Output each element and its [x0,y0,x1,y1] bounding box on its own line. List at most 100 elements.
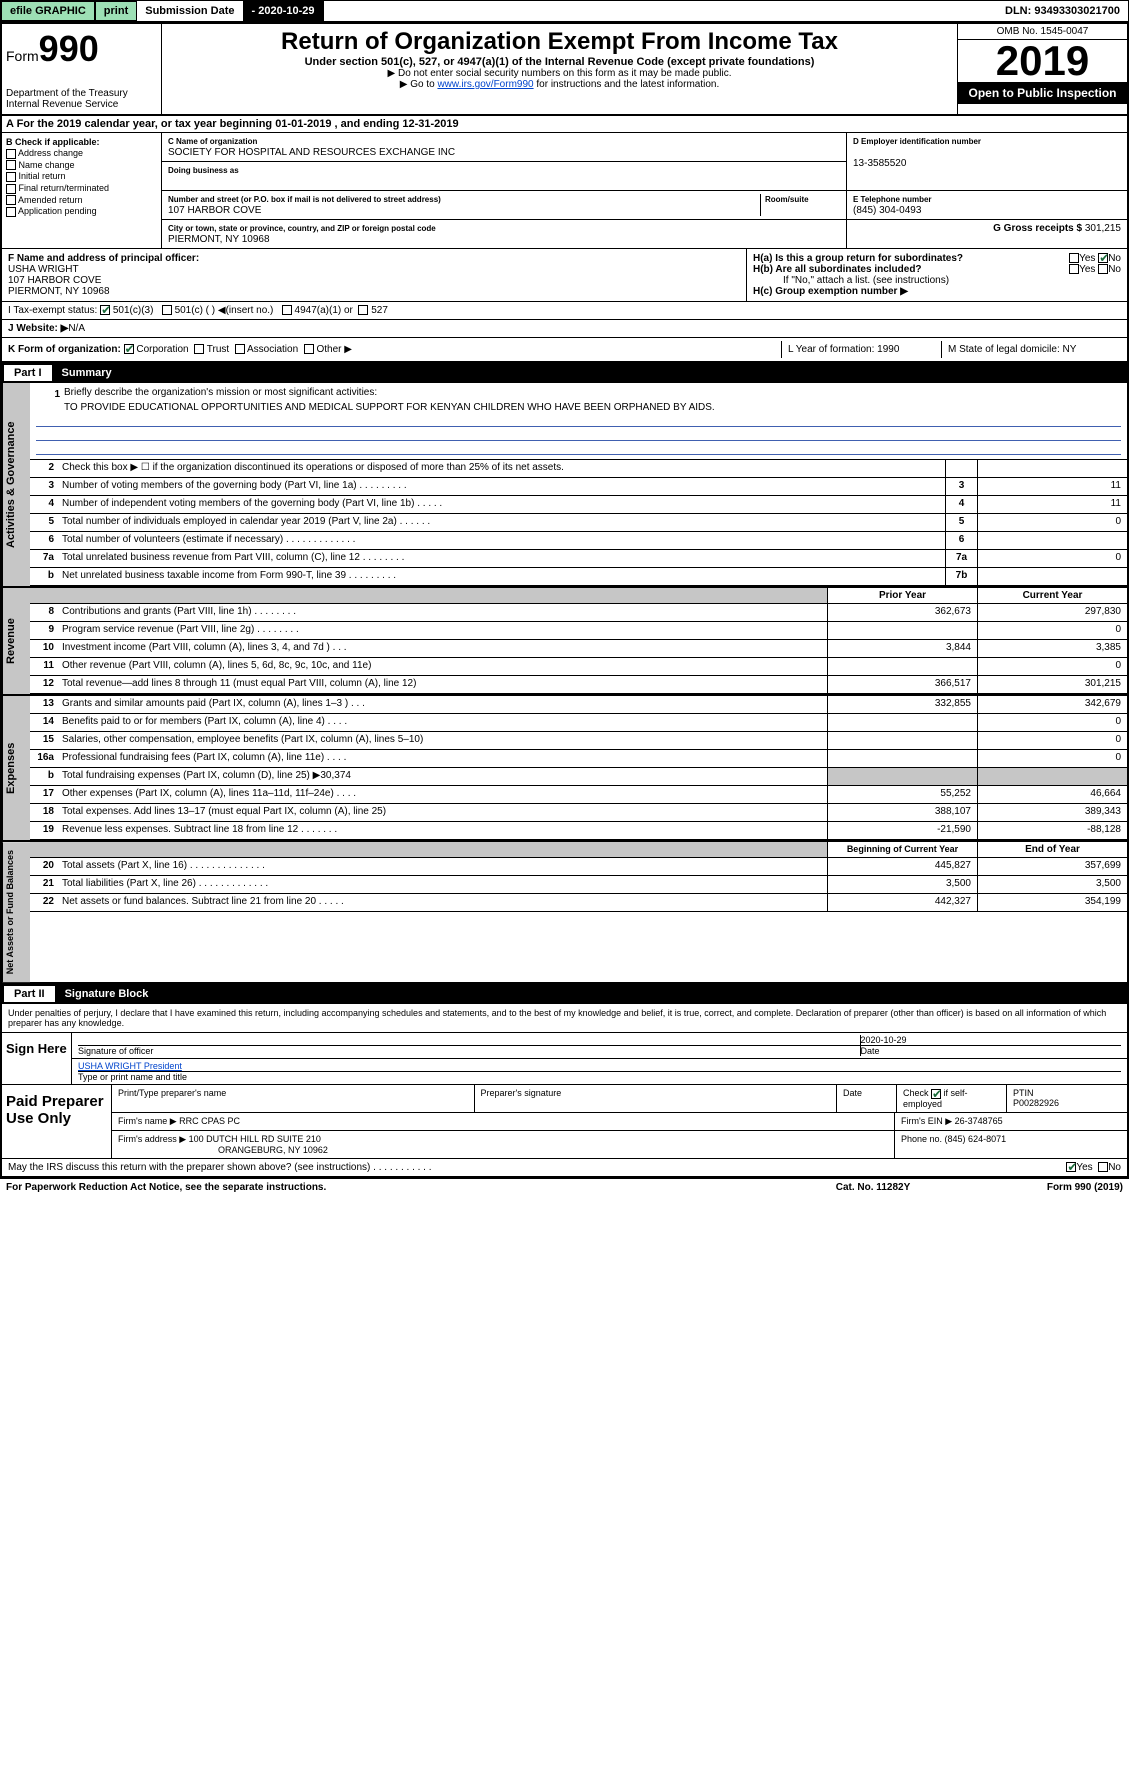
note-goto-pre: ▶ Go to [400,79,438,90]
opt-initial-return: Initial return [19,171,66,181]
preparer-sig-header: Preparer's signature [475,1085,838,1112]
discuss-text: May the IRS discuss this return with the… [8,1162,1066,1173]
cb-501c3[interactable] [100,305,110,315]
part2-title: Signature Block [57,986,157,1002]
part1-num: Part I [4,365,52,381]
data-line-22: 22 Net assets or fund balances. Subtract… [30,894,1127,912]
opt-trust: Trust [207,344,229,355]
side-governance: Activities & Governance [2,383,30,586]
ptin-value: P00282926 [1013,1098,1059,1108]
hb-yes[interactable] [1069,264,1079,274]
addr-label: Number and street (or P.O. box if mail i… [168,195,441,204]
prior-year-header: Prior Year [827,588,977,603]
opt-other: Other ▶ [316,344,351,355]
line-1-num: 1 [36,387,64,402]
data-line-13: 13 Grants and similar amounts paid (Part… [30,696,1127,714]
state-domicile: M State of legal domicile: NY [941,341,1121,358]
discuss-yes[interactable] [1066,1162,1076,1172]
submission-label: Submission Date [137,2,242,20]
preparer-date-header: Date [837,1085,897,1112]
checkbox-amended[interactable] [6,195,16,205]
mission-text: TO PROVIDE EDUCATIONAL OPPORTUNITIES AND… [36,402,1121,413]
opt-527: 527 [371,305,388,316]
open-public-badge: Open to Public Inspection [958,82,1127,104]
checkbox-name-change[interactable] [6,160,16,170]
firm-addr2: ORANGEBURG, NY 10962 [118,1145,328,1155]
firm-name: RRC CPAS PC [179,1116,240,1126]
opt-pending: Application pending [18,206,97,216]
data-line-12: 12 Total revenue—add lines 8 through 11 … [30,676,1127,694]
gov-line-4: 4 Number of independent voting members o… [30,496,1127,514]
phone-value: (845) 304-0493 [853,205,921,216]
officer-addr1: 107 HARBOR COVE [8,275,101,286]
discuss-no[interactable] [1098,1162,1108,1172]
check-label: Check [903,1088,929,1098]
cb-527[interactable] [358,305,368,315]
checkbox-address-change[interactable] [6,149,16,159]
ha-yes[interactable] [1069,253,1079,263]
data-line-20: 20 Total assets (Part X, line 16) . . . … [30,858,1127,876]
org-name-label: C Name of organization [168,137,257,146]
city-label: City or town, state or province, country… [168,224,436,233]
type-name-label: Type or print name and title [78,1071,1121,1082]
dba-label: Doing business as [168,166,239,175]
submission-date: - 2020-10-29 [243,1,324,21]
data-line-11: 11 Other revenue (Part VIII, column (A),… [30,658,1127,676]
officer-name-link[interactable]: USHA WRIGHT President [78,1061,182,1071]
top-bar: efile GRAPHIC print Submission Date - 20… [0,0,1129,22]
checkbox-pending[interactable] [6,207,16,217]
cb-corp[interactable] [124,344,134,354]
form-footer: Form 990 (2019) [973,1182,1123,1193]
tax-year: 2019 [958,40,1127,82]
gov-line-6: 6 Total number of volunteers (estimate i… [30,532,1127,550]
data-line-15: 15 Salaries, other compensation, employe… [30,732,1127,750]
data-line-9: 9 Program service revenue (Part VIII, li… [30,622,1127,640]
city-value: PIERMONT, NY 10968 [168,234,270,245]
room-label: Room/suite [765,195,809,204]
data-line-19: 19 Revenue less expenses. Subtract line … [30,822,1127,840]
irs-link[interactable]: www.irs.gov/Form990 [437,79,533,90]
print-button[interactable]: print [95,1,137,21]
opt-corp: Corporation [136,344,188,355]
checkbox-final-return[interactable] [6,184,16,194]
row-i-label: I Tax-exempt status: [8,305,97,316]
box-b: B Check if applicable: Address change Na… [2,133,162,248]
firm-ein-label: Firm's EIN ▶ [901,1116,955,1126]
row-a-tax-year: A For the 2019 calendar year, or tax yea… [2,116,1127,133]
cb-other[interactable] [304,344,314,354]
form-number: 990 [39,28,99,69]
gov-line-3: 3 Number of voting members of the govern… [30,478,1127,496]
cb-501c[interactable] [162,305,172,315]
addr-value: 107 HARBOR COVE [168,205,261,216]
hb-label: H(b) Are all subordinates included? [753,264,922,275]
gov-line-5: 5 Total number of individuals employed i… [30,514,1127,532]
cb-self-employed[interactable] [931,1089,941,1099]
opt-4947: 4947(a)(1) or [295,305,353,316]
perjury-text: Under penalties of perjury, I declare th… [2,1004,1127,1033]
form-header: Form990 Department of the Treasury Inter… [2,24,1127,116]
form-title: Return of Organization Exempt From Incom… [170,28,949,56]
part1-title: Summary [54,365,120,381]
dept-label: Department of the Treasury Internal Reve… [6,88,157,110]
hb-no[interactable] [1098,264,1108,274]
opt-501c3: 501(c)(3) [113,305,154,316]
cb-trust[interactable] [194,344,204,354]
data-line-8: 8 Contributions and grants (Part VIII, l… [30,604,1127,622]
data-line-17: 17 Other expenses (Part IX, column (A), … [30,786,1127,804]
officer-addr2: PIERMONT, NY 10968 [8,286,110,297]
gov-line-b: b Net unrelated business taxable income … [30,568,1127,586]
firm-phone-label: Phone no. [901,1134,945,1144]
checkbox-initial-return[interactable] [6,172,16,182]
side-net-assets: Net Assets or Fund Balances [2,842,30,982]
side-expenses: Expenses [2,696,30,840]
firm-ein: 26-3748765 [955,1116,1003,1126]
sig-officer-label: Signature of officer [78,1045,860,1056]
current-year-header: Current Year [977,588,1127,603]
gov-line-7a: 7a Total unrelated business revenue from… [30,550,1127,568]
cb-assoc[interactable] [235,344,245,354]
ha-no[interactable] [1098,253,1108,263]
preparer-name-header: Print/Type preparer's name [112,1085,475,1112]
cb-4947[interactable] [282,305,292,315]
part2-header: Part II Signature Block [2,984,1127,1004]
efile-button[interactable]: efile GRAPHIC [1,1,95,21]
